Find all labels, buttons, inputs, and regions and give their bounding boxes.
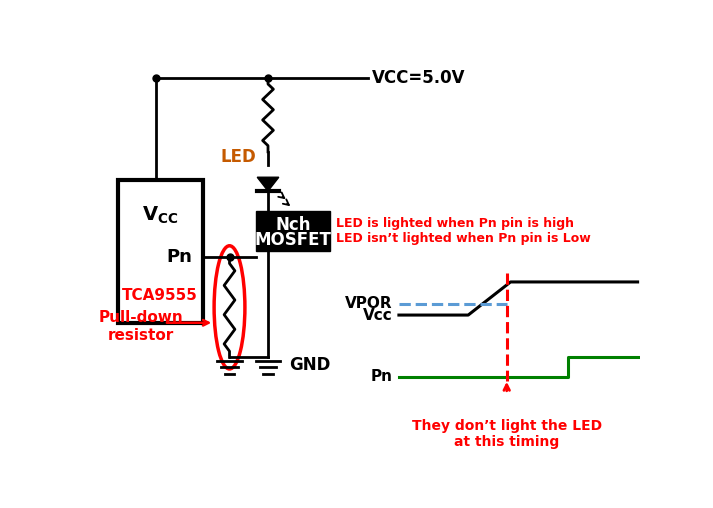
Text: MOSFET: MOSFET <box>255 231 332 249</box>
Text: GND: GND <box>289 356 331 374</box>
Text: LED isn’t lighted when Pn pin is Low: LED isn’t lighted when Pn pin is Low <box>336 232 590 245</box>
Text: Pn: Pn <box>166 248 192 266</box>
Text: Nch: Nch <box>275 216 311 234</box>
Polygon shape <box>257 177 279 191</box>
Text: VCC=5.0V: VCC=5.0V <box>372 69 466 87</box>
Bar <box>257 211 329 251</box>
Text: They don’t light the LED
at this timing: They don’t light the LED at this timing <box>411 419 602 449</box>
Bar <box>118 180 202 323</box>
Text: V$_{\mathregular{CC}}$: V$_{\mathregular{CC}}$ <box>142 204 178 226</box>
Text: LED: LED <box>221 148 257 166</box>
Text: TCA9555: TCA9555 <box>122 289 198 303</box>
Text: LED is lighted when Pn pin is high: LED is lighted when Pn pin is high <box>336 217 574 230</box>
Text: Vcc: Vcc <box>363 307 393 323</box>
Text: Pull-down
resistor: Pull-down resistor <box>98 310 183 343</box>
Text: VPOR: VPOR <box>345 296 393 311</box>
Text: Pn: Pn <box>371 369 393 384</box>
